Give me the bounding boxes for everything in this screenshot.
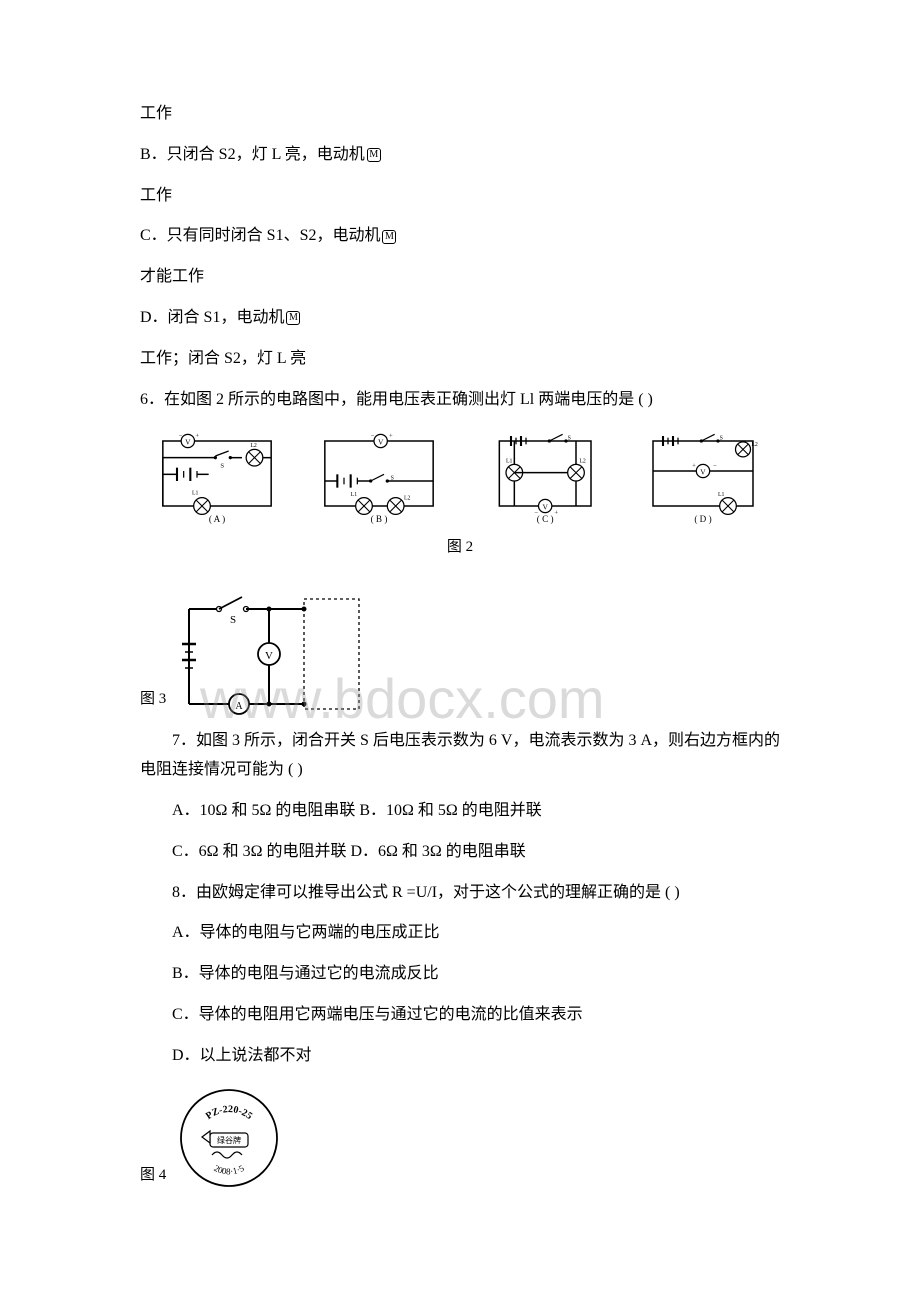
- frag-optB-1: B．只闭合 S2，灯 L 亮，电动机M: [140, 141, 780, 170]
- svg-text:+: +: [554, 510, 558, 517]
- q6-text: 6．在如图 2 所示的电路图中，能用电压表正确测出灯 Ll 两端电压的是 ( ): [140, 386, 780, 415]
- svg-text:V: V: [265, 650, 273, 662]
- svg-text:A: A: [236, 701, 244, 712]
- svg-text:+: +: [195, 433, 199, 440]
- frag-line1: 工作: [140, 100, 780, 129]
- svg-text:( C ): ( C ): [537, 514, 554, 524]
- svg-text:S: S: [391, 476, 394, 482]
- motor-icon: M: [382, 230, 396, 244]
- svg-text:S: S: [220, 463, 224, 470]
- svg-text:L2: L2: [579, 459, 586, 465]
- svg-text:L2: L2: [751, 442, 758, 448]
- fig4: 图 4 PZ-220-25 绿谷牌 2008·1·5: [140, 1083, 780, 1193]
- q8-optD: D．以上说法都不对: [140, 1042, 780, 1071]
- q7-optC: C．6Ω 和 3Ω 的电阻并联 D．6Ω 和 3Ω 的电阻串联: [140, 838, 780, 867]
- svg-text:( A ): ( A ): [209, 514, 225, 524]
- fig3-circuit: S V A: [174, 589, 369, 719]
- svg-text:+: +: [692, 463, 696, 470]
- q8-optC: C．导体的电阻用它两端电压与通过它的电流的比值来表示: [140, 1001, 780, 1030]
- svg-text:S: S: [230, 614, 236, 626]
- text: D．闭合 S1，电动机: [140, 309, 284, 326]
- svg-text:( D ): ( D ): [694, 514, 711, 524]
- frag-optD-2: 工作；闭合 S2，灯 L 亮: [140, 345, 780, 374]
- circuit-b: V − + S L1 L2 ( B ): [302, 426, 456, 526]
- fig3: 图 3 S V A: [140, 589, 780, 719]
- frag-optD-1: D．闭合 S1，电动机M: [140, 304, 780, 333]
- fig2-caption: 图 2: [140, 534, 780, 561]
- svg-text:L1: L1: [192, 491, 199, 497]
- q6-circuits: V − + S L2 L1 ( A ) V −: [140, 426, 780, 526]
- svg-text:绿谷牌: 绿谷牌: [217, 1135, 241, 1145]
- svg-text:−: −: [713, 463, 717, 470]
- svg-text:−: −: [179, 433, 183, 440]
- svg-text:L2: L2: [404, 496, 411, 502]
- svg-text:V: V: [185, 438, 191, 447]
- motor-icon: M: [286, 311, 300, 325]
- svg-text:L1: L1: [506, 459, 513, 465]
- svg-text:( B ): ( B ): [371, 514, 388, 524]
- motor-icon: M: [367, 148, 381, 162]
- svg-text:V: V: [542, 503, 548, 512]
- svg-text:V: V: [700, 468, 706, 477]
- svg-text:S: S: [568, 436, 571, 442]
- svg-text:−: −: [371, 433, 375, 440]
- svg-text:+: +: [389, 433, 393, 440]
- fig4-label: 图 4: [140, 1162, 166, 1193]
- svg-text:V: V: [378, 438, 384, 447]
- svg-text:L1: L1: [718, 492, 725, 498]
- circuit-a: V − + S L2 L1 ( A ): [140, 426, 294, 526]
- q8-optA: A．导体的电阻与它两端的电压成正比: [140, 919, 780, 948]
- fig4-bulb: PZ-220-25 绿谷牌 2008·1·5: [174, 1083, 284, 1193]
- q7-text: 7．如图 3 所示，闭合开关 S 后电压表示数为 6 V，电流表示数为 3 A，…: [140, 727, 780, 785]
- q8-text: 8．由欧姆定律可以推导出公式 R =U/I，对于这个公式的理解正确的是 ( ): [140, 879, 780, 908]
- circuit-c: S L1 L2 V − + ( C ): [464, 426, 618, 526]
- circuit-d: S L2 V + − L1 ( D ): [626, 426, 780, 526]
- text: B．只闭合 S2，灯 L 亮，电动机: [140, 146, 365, 163]
- frag-optC-2: 才能工作: [140, 263, 780, 292]
- svg-text:S: S: [720, 436, 723, 442]
- q7-optA: A．10Ω 和 5Ω 的电阻串联 B．10Ω 和 5Ω 的电阻并联: [140, 797, 780, 826]
- frag-optC-1: C．只有同时闭合 S1、S2，电动机M: [140, 222, 780, 251]
- svg-text:L2: L2: [250, 443, 257, 449]
- frag-optB-2: 工作: [140, 182, 780, 211]
- q8-optB: B．导体的电阻与通过它的电流成反比: [140, 960, 780, 989]
- text: C．只有同时闭合 S1、S2，电动机: [140, 227, 380, 244]
- svg-text:L1: L1: [351, 492, 358, 498]
- fig3-label: 图 3: [140, 686, 166, 719]
